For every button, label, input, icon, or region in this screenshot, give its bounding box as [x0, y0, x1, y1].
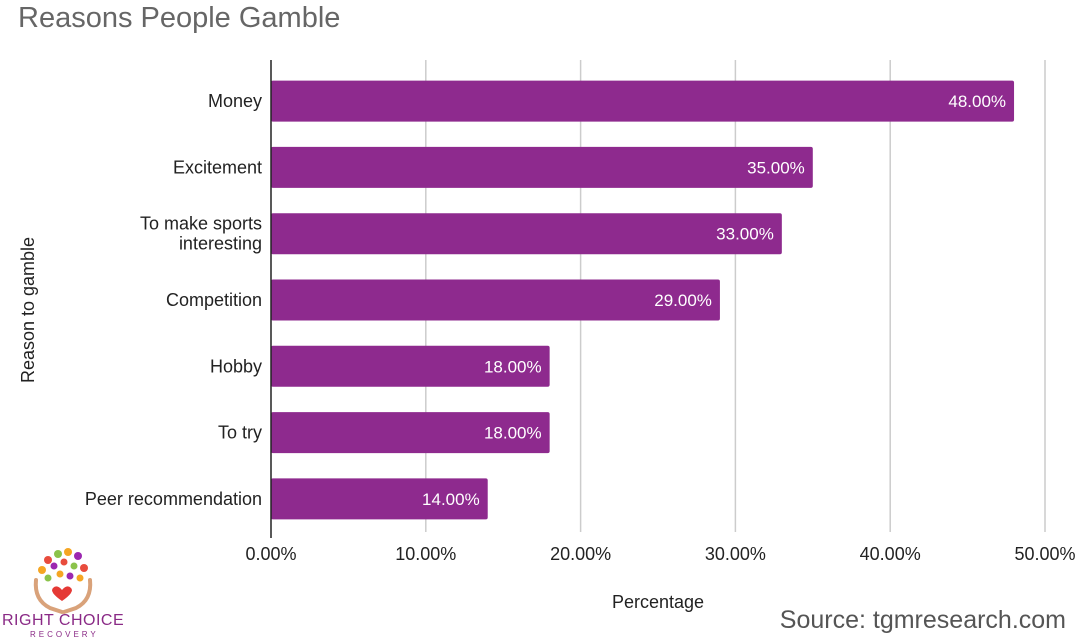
bar [271, 80, 1015, 122]
source-caption: Source: tgmresearch.com [779, 606, 1066, 634]
logo-text: RIGHT CHOICE [2, 612, 125, 629]
category-label: To make sports [140, 214, 262, 234]
category-label: Competition [166, 290, 262, 310]
category-label: Excitement [173, 157, 262, 177]
category-label: interesting [179, 234, 262, 254]
x-tick-label: 50.00% [1014, 544, 1075, 564]
data-label: 35.00% [747, 158, 805, 177]
chart-title: Reasons People Gamble [18, 2, 341, 34]
x-tick-label: 30.00% [705, 544, 766, 564]
logo-subtext: RECOVERY [30, 630, 99, 639]
data-label: 18.00% [484, 357, 542, 376]
bar [271, 412, 550, 454]
bar [271, 213, 782, 255]
labels: 0.00% 10.00% 20.00% 30.00% 40.00% 50.00% 48.00… [18, 91, 1076, 612]
x-axis-title: Percentage [612, 592, 704, 612]
data-label: 14.00% [422, 490, 480, 509]
x-tick-label: 20.00% [550, 544, 611, 564]
data-label: 33.00% [716, 225, 774, 244]
category-label: Hobby [210, 356, 262, 376]
x-tick-label: 40.00% [860, 544, 921, 564]
bar [271, 478, 488, 520]
x-tick-label: 10.00% [395, 544, 456, 564]
x-tick-label: 0.00% [245, 544, 296, 564]
bars [271, 80, 1015, 520]
y-axis-title: Reason to gamble [18, 237, 38, 383]
bar [271, 345, 550, 387]
data-label: 29.00% [654, 291, 712, 310]
category-label: To try [218, 423, 262, 443]
category-label: Peer recommendation [85, 489, 262, 509]
data-label: 48.00% [948, 92, 1006, 111]
data-label: 18.00% [484, 424, 542, 443]
hands-tree-logo-icon [33, 548, 93, 614]
category-label: Money [208, 91, 262, 111]
bar [271, 279, 720, 321]
bar [271, 146, 813, 188]
